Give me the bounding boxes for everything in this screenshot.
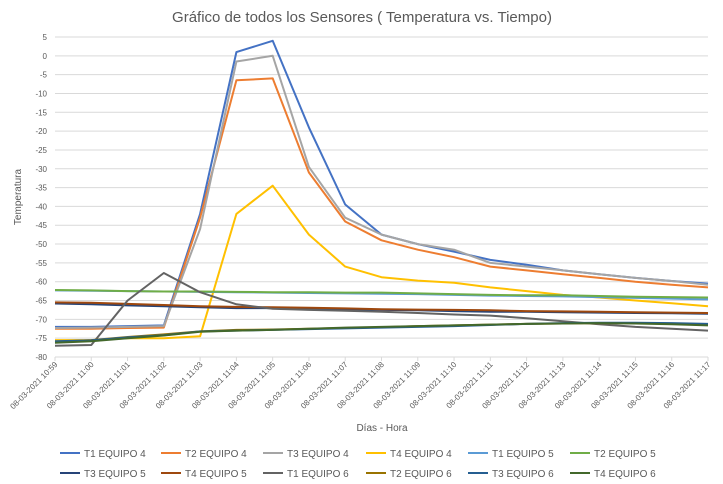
legend-label: T3 EQUIPO 5	[84, 469, 146, 480]
y-tick-label: -35	[35, 184, 47, 193]
series-line-t4-equipo-6	[54, 322, 709, 344]
legend-item: T3 EQUIPO 4	[263, 449, 349, 460]
legend: T1 EQUIPO 4 T2 EQUIPO 4 T3 EQUIPO 4 T4 EQUI…	[60, 449, 656, 480]
series-line-t1-equipo-4	[55, 39, 709, 328]
x-axis-label: Días - Hora	[356, 423, 408, 434]
y-tick-label: -50	[35, 240, 47, 249]
y-axis-ticks: 5 0 -5 -10 -15 -20 -25 -30 -35 -40 -45 -50 -55 -60 -65…	[35, 33, 47, 362]
series-line-t2-equipo-5	[54, 289, 709, 299]
legend-item: T1 EQUIPO 6	[263, 469, 349, 480]
y-tick-label: 5	[43, 33, 48, 42]
y-tick-label: -30	[35, 165, 47, 174]
series-line-t4-equipo-5	[54, 301, 709, 314]
legend-label: T1 EQUIPO 6	[287, 469, 349, 480]
legend-item: T2 EQUIPO 5	[570, 449, 656, 460]
y-tick-label: -20	[35, 127, 47, 136]
legend-item: T2 EQUIPO 6	[366, 469, 452, 480]
y-tick-label: -80	[35, 353, 47, 362]
legend-item: T4 EQUIPO 4	[366, 449, 452, 460]
legend-label: T3 EQUIPO 6	[492, 469, 554, 480]
legend-label: T2 EQUIPO 4	[185, 449, 247, 460]
y-tick-label: -55	[35, 259, 47, 268]
legend-label: T2 EQUIPO 6	[390, 469, 452, 480]
legend-item: T4 EQUIPO 5	[161, 469, 247, 480]
legend-label: T4 EQUIPO 5	[185, 469, 247, 480]
legend-label: T3 EQUIPO 4	[287, 449, 349, 460]
y-tick-label: -15	[35, 108, 47, 117]
y-tick-label: -5	[40, 71, 48, 80]
legend-item: T3 EQUIPO 5	[60, 469, 146, 480]
y-axis-label: Temperatura	[13, 168, 24, 225]
legend-label: T4 EQUIPO 4	[390, 449, 452, 460]
series-line-t1-equipo-6	[54, 272, 709, 347]
legend-label: T1 EQUIPO 5	[492, 449, 554, 460]
legend-item: T2 EQUIPO 4	[161, 449, 247, 460]
legend-item: T1 EQUIPO 5	[468, 449, 554, 460]
legend-item: T4 EQUIPO 6	[570, 469, 656, 480]
y-tick-label: -10	[35, 89, 47, 98]
y-tick-label: 0	[43, 52, 48, 61]
legend-item: T1 EQUIPO 4	[60, 449, 146, 460]
y-tick-label: -45	[35, 221, 47, 230]
legend-item: T3 EQUIPO 6	[468, 469, 554, 480]
series-line-t3-equipo-4	[54, 54, 709, 329]
series-lines	[54, 39, 709, 347]
legend-label: T4 EQUIPO 6	[594, 469, 656, 480]
y-tick-label: -65	[35, 297, 47, 306]
legend-label: T2 EQUIPO 5	[594, 449, 656, 460]
y-tick-label: -75	[35, 334, 47, 343]
series-line-t2-equipo-4	[55, 77, 709, 330]
y-tick-label: -60	[35, 278, 47, 287]
y-tick-label: -70	[35, 315, 47, 324]
y-tick-label: -25	[35, 146, 47, 155]
legend-label: T1 EQUIPO 4	[84, 449, 146, 460]
chart-title: Gráfico de todos los Sensores ( Temperat…	[172, 9, 552, 26]
y-tick-label: -40	[35, 202, 47, 211]
